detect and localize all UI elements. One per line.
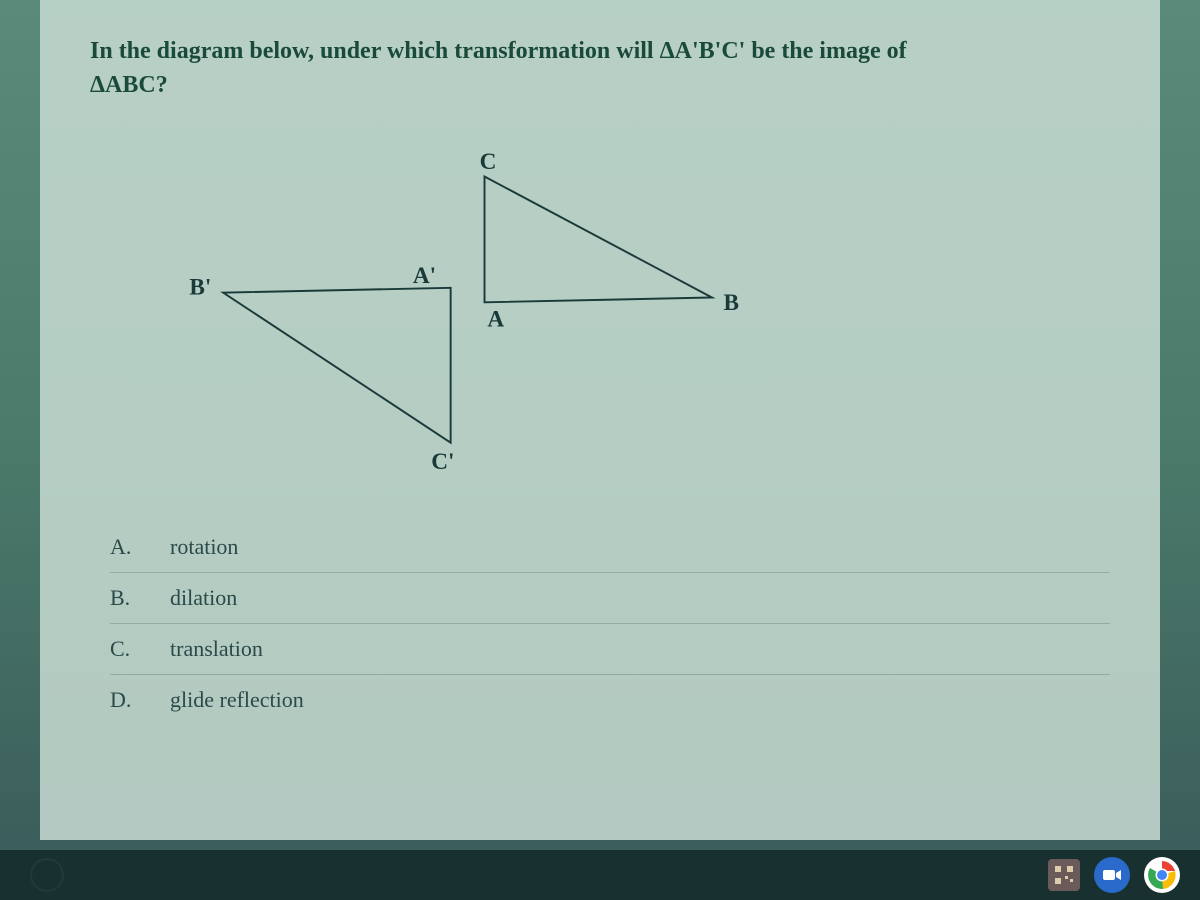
option-text: translation (170, 636, 263, 662)
question-line2: ΔABC? (90, 72, 168, 98)
label-cprime: C' (431, 449, 454, 475)
label-a: A (487, 307, 504, 333)
question-page: In the diagram below, under which transf… (40, 0, 1160, 840)
option-letter: B. (110, 585, 170, 611)
option-text: dilation (170, 585, 237, 611)
diagram-svg: A B C A' B' C' (170, 132, 770, 492)
question-text: In the diagram below, under which transf… (90, 35, 1110, 102)
option-c[interactable]: C. translation (110, 624, 1110, 675)
label-b: B (724, 290, 740, 316)
option-text: rotation (170, 534, 238, 560)
option-letter: D. (110, 687, 170, 713)
answer-options: A. rotation B. dilation C. translation D… (110, 522, 1110, 725)
triangle-abc (485, 177, 712, 303)
video-app-icon[interactable] (1094, 857, 1130, 893)
option-d[interactable]: D. glide reflection (110, 675, 1110, 725)
label-c: C (480, 149, 497, 175)
triangle-aprime-bprime-cprime (223, 288, 450, 443)
option-letter: C. (110, 636, 170, 662)
option-a[interactable]: A. rotation (110, 522, 1110, 573)
chrome-icon[interactable] (1144, 857, 1180, 893)
triangle-diagram: A B C A' B' C' (170, 132, 770, 492)
label-aprime: A' (413, 263, 436, 289)
label-bprime: B' (189, 275, 211, 301)
option-letter: A. (110, 534, 170, 560)
option-text: glide reflection (170, 687, 304, 713)
question-line1: In the diagram below, under which transf… (90, 38, 907, 64)
option-b[interactable]: B. dilation (110, 573, 1110, 624)
qr-app-icon[interactable] (1048, 859, 1080, 891)
taskbar (0, 850, 1200, 900)
